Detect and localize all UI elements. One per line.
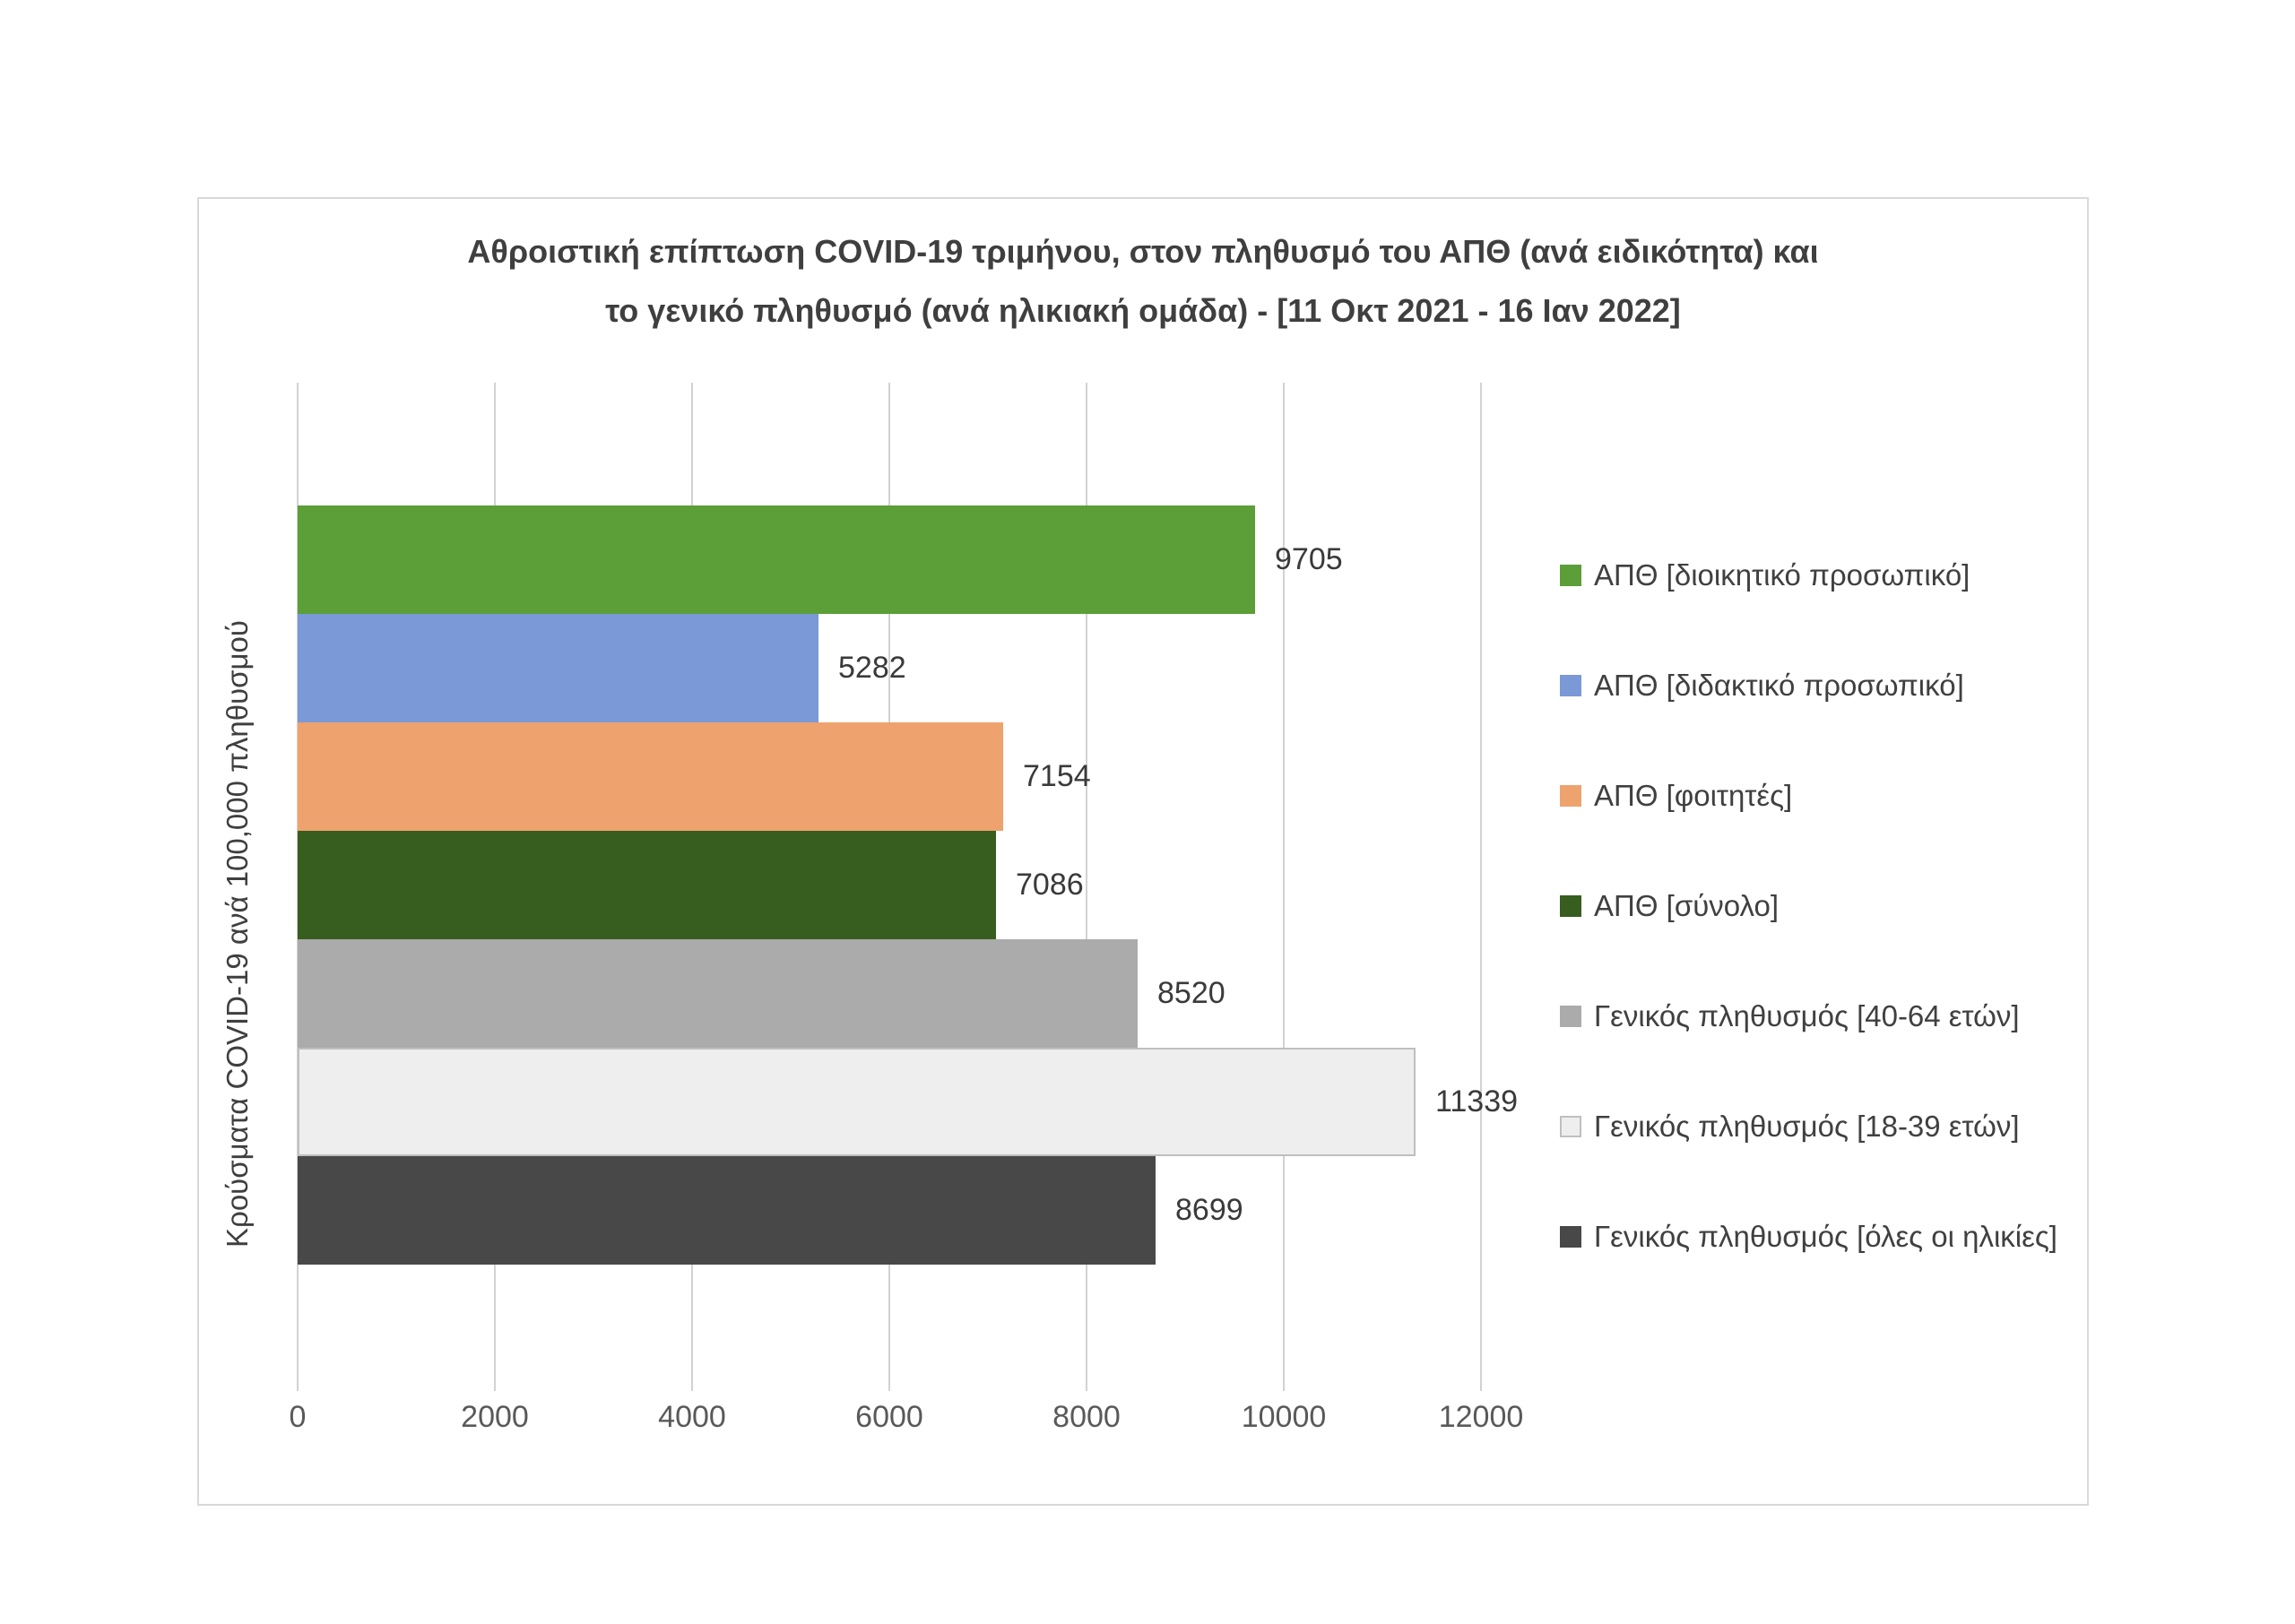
bar-series-5 <box>298 939 1138 1048</box>
legend-swatch-icon <box>1560 675 1581 696</box>
bar-series-1 <box>298 505 1255 614</box>
legend-swatch-icon <box>1560 1116 1581 1137</box>
legend-item: Γενικός πληθυσμός [όλες οι ηλικίες] <box>1560 1217 2057 1257</box>
legend-swatch-icon <box>1560 785 1581 807</box>
x-tick-label: 10000 <box>1241 1400 1327 1434</box>
x-tick-label: 2000 <box>461 1400 529 1434</box>
x-tick-label: 4000 <box>658 1400 726 1434</box>
y-axis-title: Κρούσματα COVID-19 ανά 100,000 πληθυσμού <box>221 620 254 1248</box>
value-label: 9705 <box>1275 542 1343 576</box>
legend-swatch-icon <box>1560 1226 1581 1248</box>
legend-item: ΑΠΘ [φοιτητές] <box>1560 776 1792 816</box>
legend-item: Γενικός πληθυσμός [40-64 ετών] <box>1560 997 2020 1036</box>
value-label: 5282 <box>838 651 906 685</box>
legend-item: ΑΠΘ [διδακτικό προσωπικό] <box>1560 666 1964 705</box>
value-label: 7154 <box>1023 759 1091 793</box>
bar-series-2 <box>298 614 818 722</box>
x-tick-label: 12000 <box>1438 1400 1524 1434</box>
legend-label: Γενικός πληθυσμός [όλες οι ηλικίες] <box>1594 1220 2057 1253</box>
chart-title-line1: Αθροιστική επίπτωση COVID-19 τριμήνου, σ… <box>467 233 1819 270</box>
legend-label: ΑΠΘ [διδακτικό προσωπικό] <box>1594 669 1964 702</box>
x-tick-label: 8000 <box>1052 1400 1121 1434</box>
legend-item: ΑΠΘ [διοικητικό προσωπικό] <box>1560 556 1970 595</box>
legend-label: Γενικός πληθυσμός [40-64 ετών] <box>1594 999 2020 1032</box>
legend-item: Γενικός πληθυσμός [18-39 ετών] <box>1560 1107 2020 1146</box>
legend-label: Γενικός πληθυσμός [18-39 ετών] <box>1594 1110 2020 1143</box>
legend-swatch-icon <box>1560 565 1581 586</box>
legend-label: ΑΠΘ [φοιτητές] <box>1594 779 1793 812</box>
value-label: 11339 <box>1435 1084 1519 1119</box>
legend-label: ΑΠΘ [σύνολο] <box>1594 889 1780 922</box>
chart-frame: Αθροιστική επίπτωση COVID-19 τριμήνου, σ… <box>197 197 2089 1506</box>
chart-title-line2: το γενικό πληθυσμό (ανά ηλικιακή ομάδα) … <box>605 292 1681 329</box>
bar-series-4 <box>298 831 996 939</box>
gridline <box>1086 383 1087 1391</box>
value-label: 8520 <box>1157 976 1225 1010</box>
legend-swatch-icon <box>1560 1006 1581 1027</box>
gridline <box>1283 383 1285 1391</box>
gridline <box>1480 383 1482 1391</box>
legend-item: ΑΠΘ [σύνολο] <box>1560 886 1779 926</box>
bar-series-3 <box>298 722 1003 831</box>
x-tick-label: 0 <box>289 1400 307 1434</box>
legend-swatch-icon <box>1560 895 1581 917</box>
legend-label: ΑΠΘ [διοικητικό προσωπικό] <box>1594 558 1970 592</box>
chart-title: Αθροιστική επίπτωση COVID-19 τριμήνου, σ… <box>199 222 2087 341</box>
value-label: 8699 <box>1175 1193 1243 1227</box>
x-tick-label: 6000 <box>855 1400 923 1434</box>
bar-series-6 <box>298 1048 1416 1156</box>
bar-series-7 <box>298 1156 1156 1265</box>
value-label: 7086 <box>1016 868 1084 902</box>
plot-area: 9705 5282 7154 7086 8520 11339 8699 <box>297 383 1518 1391</box>
